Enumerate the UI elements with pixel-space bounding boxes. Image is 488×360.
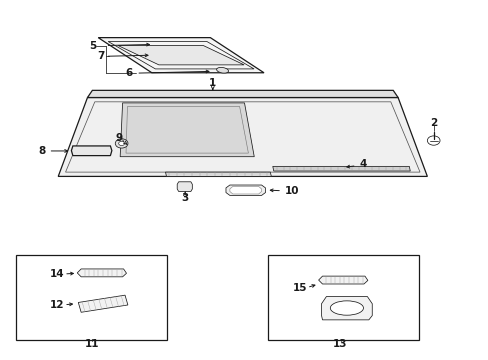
Text: 6: 6	[125, 68, 133, 78]
Text: 9: 9	[115, 133, 122, 143]
Polygon shape	[120, 103, 254, 157]
Text: 12: 12	[49, 300, 64, 310]
Text: 5: 5	[88, 41, 96, 51]
Circle shape	[119, 141, 124, 145]
Text: 14: 14	[49, 269, 64, 279]
Polygon shape	[165, 172, 271, 176]
Polygon shape	[318, 276, 367, 284]
Polygon shape	[58, 98, 427, 176]
Circle shape	[427, 136, 439, 145]
Text: 4: 4	[359, 159, 366, 169]
Polygon shape	[78, 295, 128, 312]
Ellipse shape	[216, 67, 228, 73]
Polygon shape	[118, 45, 244, 65]
Text: 10: 10	[285, 186, 299, 196]
Text: 7: 7	[97, 51, 104, 61]
Text: 2: 2	[429, 118, 436, 128]
Text: 11: 11	[84, 339, 99, 349]
Bar	[16, 255, 167, 339]
Circle shape	[115, 139, 128, 148]
Text: 1: 1	[209, 78, 216, 88]
Polygon shape	[77, 269, 126, 277]
Polygon shape	[225, 185, 265, 195]
Text: 13: 13	[333, 339, 347, 349]
Text: 15: 15	[292, 283, 306, 293]
Polygon shape	[177, 182, 192, 192]
Polygon shape	[272, 166, 409, 171]
Bar	[267, 255, 418, 339]
Polygon shape	[321, 297, 371, 320]
Polygon shape	[71, 146, 112, 156]
Polygon shape	[229, 186, 261, 194]
Ellipse shape	[330, 301, 363, 315]
Polygon shape	[87, 90, 397, 98]
Text: 8: 8	[39, 146, 46, 156]
Text: 3: 3	[181, 193, 188, 203]
Polygon shape	[98, 38, 264, 73]
